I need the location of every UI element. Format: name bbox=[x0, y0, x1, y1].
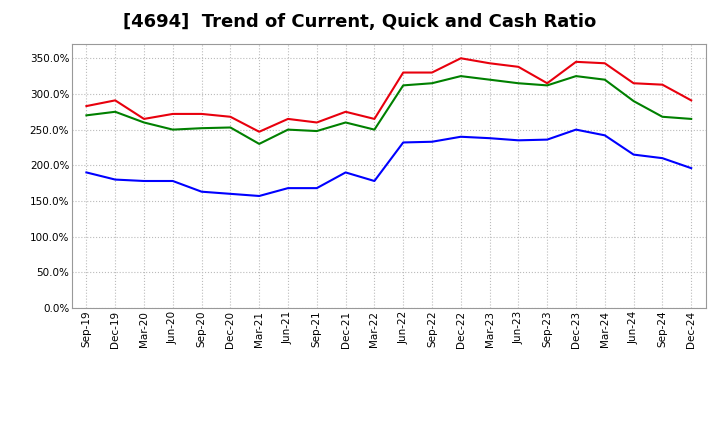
Cash Ratio bbox=[168, 178, 177, 183]
Quick Ratio bbox=[140, 120, 148, 125]
Current Ratio bbox=[255, 129, 264, 134]
Quick Ratio bbox=[629, 99, 638, 104]
Current Ratio bbox=[312, 120, 321, 125]
Cash Ratio bbox=[111, 177, 120, 182]
Line: Cash Ratio: Cash Ratio bbox=[86, 130, 691, 196]
Cash Ratio bbox=[572, 127, 580, 132]
Cash Ratio bbox=[687, 165, 696, 171]
Current Ratio bbox=[456, 55, 465, 61]
Cash Ratio bbox=[428, 139, 436, 144]
Current Ratio bbox=[140, 116, 148, 121]
Current Ratio bbox=[629, 81, 638, 86]
Current Ratio bbox=[543, 81, 552, 86]
Current Ratio bbox=[341, 109, 350, 114]
Current Ratio bbox=[197, 111, 206, 117]
Current Ratio bbox=[111, 98, 120, 103]
Cash Ratio bbox=[226, 191, 235, 197]
Quick Ratio bbox=[428, 81, 436, 86]
Cash Ratio bbox=[197, 189, 206, 194]
Quick Ratio bbox=[399, 83, 408, 88]
Cash Ratio bbox=[82, 170, 91, 175]
Quick Ratio bbox=[600, 77, 609, 82]
Line: Quick Ratio: Quick Ratio bbox=[86, 76, 691, 144]
Cash Ratio bbox=[255, 193, 264, 198]
Quick Ratio bbox=[284, 127, 292, 132]
Cash Ratio bbox=[658, 155, 667, 161]
Cash Ratio bbox=[514, 138, 523, 143]
Current Ratio bbox=[514, 64, 523, 70]
Quick Ratio bbox=[226, 125, 235, 130]
Quick Ratio bbox=[514, 81, 523, 86]
Cash Ratio bbox=[370, 178, 379, 183]
Quick Ratio bbox=[197, 125, 206, 131]
Cash Ratio bbox=[456, 134, 465, 139]
Quick Ratio bbox=[312, 128, 321, 134]
Current Ratio bbox=[687, 98, 696, 103]
Current Ratio bbox=[168, 111, 177, 117]
Quick Ratio bbox=[456, 73, 465, 79]
Quick Ratio bbox=[255, 141, 264, 147]
Quick Ratio bbox=[370, 127, 379, 132]
Cash Ratio bbox=[284, 186, 292, 191]
Current Ratio bbox=[399, 70, 408, 75]
Quick Ratio bbox=[543, 83, 552, 88]
Quick Ratio bbox=[485, 77, 494, 82]
Current Ratio bbox=[284, 116, 292, 121]
Cash Ratio bbox=[399, 140, 408, 145]
Cash Ratio bbox=[140, 178, 148, 183]
Cash Ratio bbox=[600, 133, 609, 138]
Quick Ratio bbox=[168, 127, 177, 132]
Current Ratio bbox=[428, 70, 436, 75]
Line: Current Ratio: Current Ratio bbox=[86, 58, 691, 132]
Quick Ratio bbox=[687, 116, 696, 121]
Quick Ratio bbox=[341, 120, 350, 125]
Quick Ratio bbox=[82, 113, 91, 118]
Quick Ratio bbox=[111, 109, 120, 114]
Current Ratio bbox=[485, 61, 494, 66]
Quick Ratio bbox=[658, 114, 667, 119]
Current Ratio bbox=[658, 82, 667, 87]
Cash Ratio bbox=[341, 170, 350, 175]
Current Ratio bbox=[600, 61, 609, 66]
Cash Ratio bbox=[629, 152, 638, 157]
Cash Ratio bbox=[485, 136, 494, 141]
Current Ratio bbox=[226, 114, 235, 119]
Quick Ratio bbox=[572, 73, 580, 79]
Text: [4694]  Trend of Current, Quick and Cash Ratio: [4694] Trend of Current, Quick and Cash … bbox=[123, 13, 597, 31]
Current Ratio bbox=[370, 116, 379, 121]
Cash Ratio bbox=[312, 186, 321, 191]
Current Ratio bbox=[572, 59, 580, 65]
Cash Ratio bbox=[543, 137, 552, 142]
Current Ratio bbox=[82, 103, 91, 109]
